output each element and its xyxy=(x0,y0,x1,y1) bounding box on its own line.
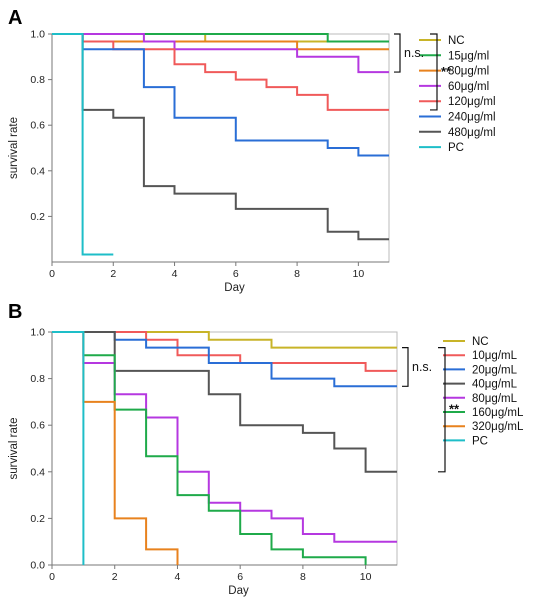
x-tick-label: 6 xyxy=(233,268,239,280)
y-tick-label: 0.2 xyxy=(30,513,45,525)
y-tick-label: 0.2 xyxy=(30,211,45,223)
legend-label: 60μg/ml xyxy=(448,81,489,93)
series-line-4 xyxy=(52,331,397,473)
legend-label: 80μg/mL xyxy=(472,393,518,405)
series-line-6 xyxy=(52,331,367,565)
legend-label: PC xyxy=(472,435,488,447)
y-tick-label: 0.4 xyxy=(30,466,45,478)
y-tick-label: 0.8 xyxy=(30,373,45,385)
series-line-1 xyxy=(52,33,389,43)
y-tick-label: 1.0 xyxy=(30,327,45,339)
legend-label: 160μg/mL xyxy=(472,407,524,419)
series-line-7 xyxy=(52,33,389,241)
legend-label: 120μg/ml xyxy=(448,96,496,108)
chart-panel-b: 0 2 4 6 8 10 0.0 0.2 0.4 0.6 0.8 1.0 Day survival rat… xyxy=(8,327,524,598)
x-tick-label: 10 xyxy=(353,268,365,280)
significance-label: ** xyxy=(449,402,460,417)
legend-label: 15μg/ml xyxy=(448,50,489,62)
legend-label: 20μg/mL xyxy=(472,364,518,376)
chart-panel-a: 0 2 4 6 8 10 0.2 0.4 0.6 0.8 1.0 Day survival rate NC… xyxy=(8,29,496,295)
significance-bracket xyxy=(430,33,438,111)
y-axis-label: survival rate xyxy=(8,418,20,480)
x-tick-label: 2 xyxy=(110,268,116,280)
series-line-8 xyxy=(52,331,85,565)
significance-label: n.s. xyxy=(412,360,432,374)
legend-label: 320μg/mL xyxy=(472,421,524,433)
x-axis-label: Day xyxy=(224,282,245,294)
significance-label: n.s. xyxy=(404,46,424,60)
legend-label: NC xyxy=(448,35,465,47)
legend-label: PC xyxy=(448,142,464,154)
legend-label: 480μg/ml xyxy=(448,127,496,139)
series-line-1 xyxy=(52,331,397,349)
x-tick-label: 0 xyxy=(49,571,55,583)
x-tick-label: 8 xyxy=(300,571,306,583)
x-tick-label: 0 xyxy=(49,268,55,280)
legend-label: 10μg/mL xyxy=(472,350,518,362)
y-tick-label: 1.0 xyxy=(30,29,45,41)
x-axis-label: Day xyxy=(228,585,249,597)
series-line-5 xyxy=(52,33,389,111)
y-tick-label: 0.8 xyxy=(30,74,45,86)
x-tick-label: 4 xyxy=(175,571,181,583)
significance-bracket xyxy=(438,347,446,473)
x-tick-label: 2 xyxy=(112,571,118,583)
x-tick-label: 10 xyxy=(360,571,372,583)
series-line-4 xyxy=(52,33,389,74)
legend-label: NC xyxy=(472,336,489,348)
legend-label: 30μg/ml xyxy=(448,66,489,78)
significance-label: ** xyxy=(441,64,452,79)
x-tick-label: 6 xyxy=(237,571,243,583)
series-line-2 xyxy=(52,331,397,372)
y-axis-label: survival rate xyxy=(8,117,20,179)
y-tick-label: 0.4 xyxy=(30,165,45,177)
series-line-2 xyxy=(52,33,389,43)
panel-label-b: B xyxy=(8,301,22,323)
significance-bracket xyxy=(402,347,409,387)
panel-label-a: A xyxy=(8,7,22,29)
significance-bracket xyxy=(394,33,401,73)
y-tick-label: 0.0 xyxy=(30,560,45,572)
series-line-8 xyxy=(52,33,114,256)
x-tick-label: 4 xyxy=(172,268,178,280)
series-line-6 xyxy=(52,33,389,157)
x-tick-label: 8 xyxy=(294,268,300,280)
y-tick-label: 0.6 xyxy=(30,120,45,132)
y-tick-label: 0.6 xyxy=(30,420,45,432)
legend-label: 40μg/mL xyxy=(472,379,518,391)
legend-label: 240μg/ml xyxy=(448,112,496,124)
